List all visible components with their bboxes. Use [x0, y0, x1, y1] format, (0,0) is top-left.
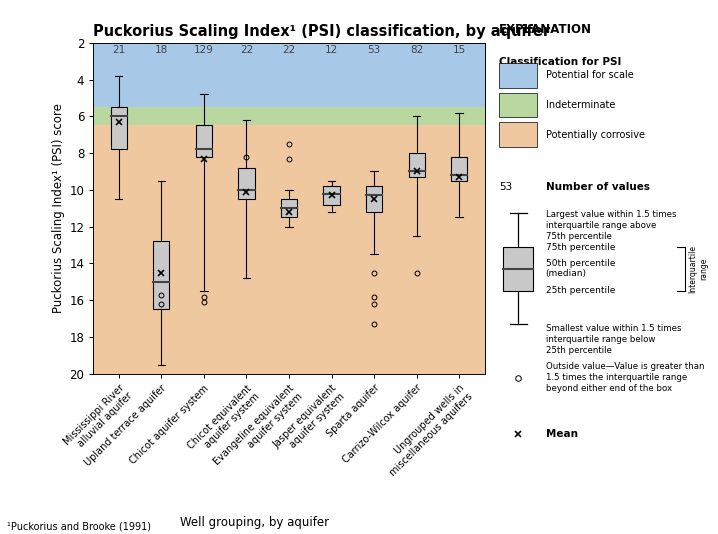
Text: 18: 18	[155, 45, 168, 56]
Text: Potentially corrosive: Potentially corrosive	[546, 130, 645, 140]
Text: 22: 22	[240, 45, 253, 56]
Bar	[93, 43, 485, 107]
Bar	[93, 107, 485, 125]
Bar	[323, 186, 340, 205]
Text: Puckorius Scaling Index¹ (PSI) classification, by aquifer: Puckorius Scaling Index¹ (PSI) classific…	[93, 24, 551, 39]
Text: EXPLANATION: EXPLANATION	[499, 23, 592, 36]
Y-axis label: Puckorius Scaling Index¹ (PSI) score: Puckorius Scaling Index¹ (PSI) score	[52, 103, 65, 313]
Text: 12: 12	[325, 45, 338, 56]
Text: Indeterminate: Indeterminate	[546, 100, 615, 110]
Text: 82: 82	[410, 45, 423, 56]
Text: 15: 15	[452, 45, 466, 56]
Text: Well grouping, by aquifer: Well grouping, by aquifer	[180, 516, 330, 529]
Text: 53: 53	[368, 45, 381, 56]
Bar	[503, 247, 533, 290]
Bar	[196, 125, 212, 157]
Text: Largest value within 1.5 times
interquartile range above
75th percentile: Largest value within 1.5 times interquar…	[546, 210, 676, 241]
Bar	[281, 199, 297, 217]
Bar	[93, 125, 485, 374]
Text: Interquartile
range: Interquartile range	[689, 245, 708, 293]
Bar	[451, 157, 467, 180]
Text: 53: 53	[499, 182, 512, 192]
Bar	[366, 186, 382, 212]
Text: Mean: Mean	[546, 429, 577, 439]
Text: Potential for scale: Potential for scale	[546, 70, 633, 80]
Bar	[154, 241, 169, 309]
Bar	[499, 93, 537, 117]
Bar	[409, 153, 424, 177]
Bar	[238, 168, 255, 199]
Text: 25th percentile: 25th percentile	[546, 286, 615, 295]
Text: Number of values: Number of values	[546, 182, 650, 192]
Text: Smallest value within 1.5 times
interquartile range below
25th percentile: Smallest value within 1.5 times interqua…	[546, 324, 681, 355]
Text: Classification for PSI: Classification for PSI	[499, 57, 621, 67]
Text: 50th percentile
(median): 50th percentile (median)	[546, 259, 615, 279]
Bar	[499, 63, 537, 88]
Text: ¹Puckorius and Brooke (1991): ¹Puckorius and Brooke (1991)	[7, 521, 151, 531]
Bar	[111, 107, 127, 150]
Text: 22: 22	[282, 45, 296, 56]
Bar	[499, 122, 537, 147]
Text: Outside value—Value is greater than
1.5 times the interquartile range
beyond eit: Outside value—Value is greater than 1.5 …	[546, 362, 704, 394]
Text: 21: 21	[112, 45, 126, 56]
Text: 75th percentile: 75th percentile	[546, 242, 615, 252]
Text: 129: 129	[194, 45, 214, 56]
